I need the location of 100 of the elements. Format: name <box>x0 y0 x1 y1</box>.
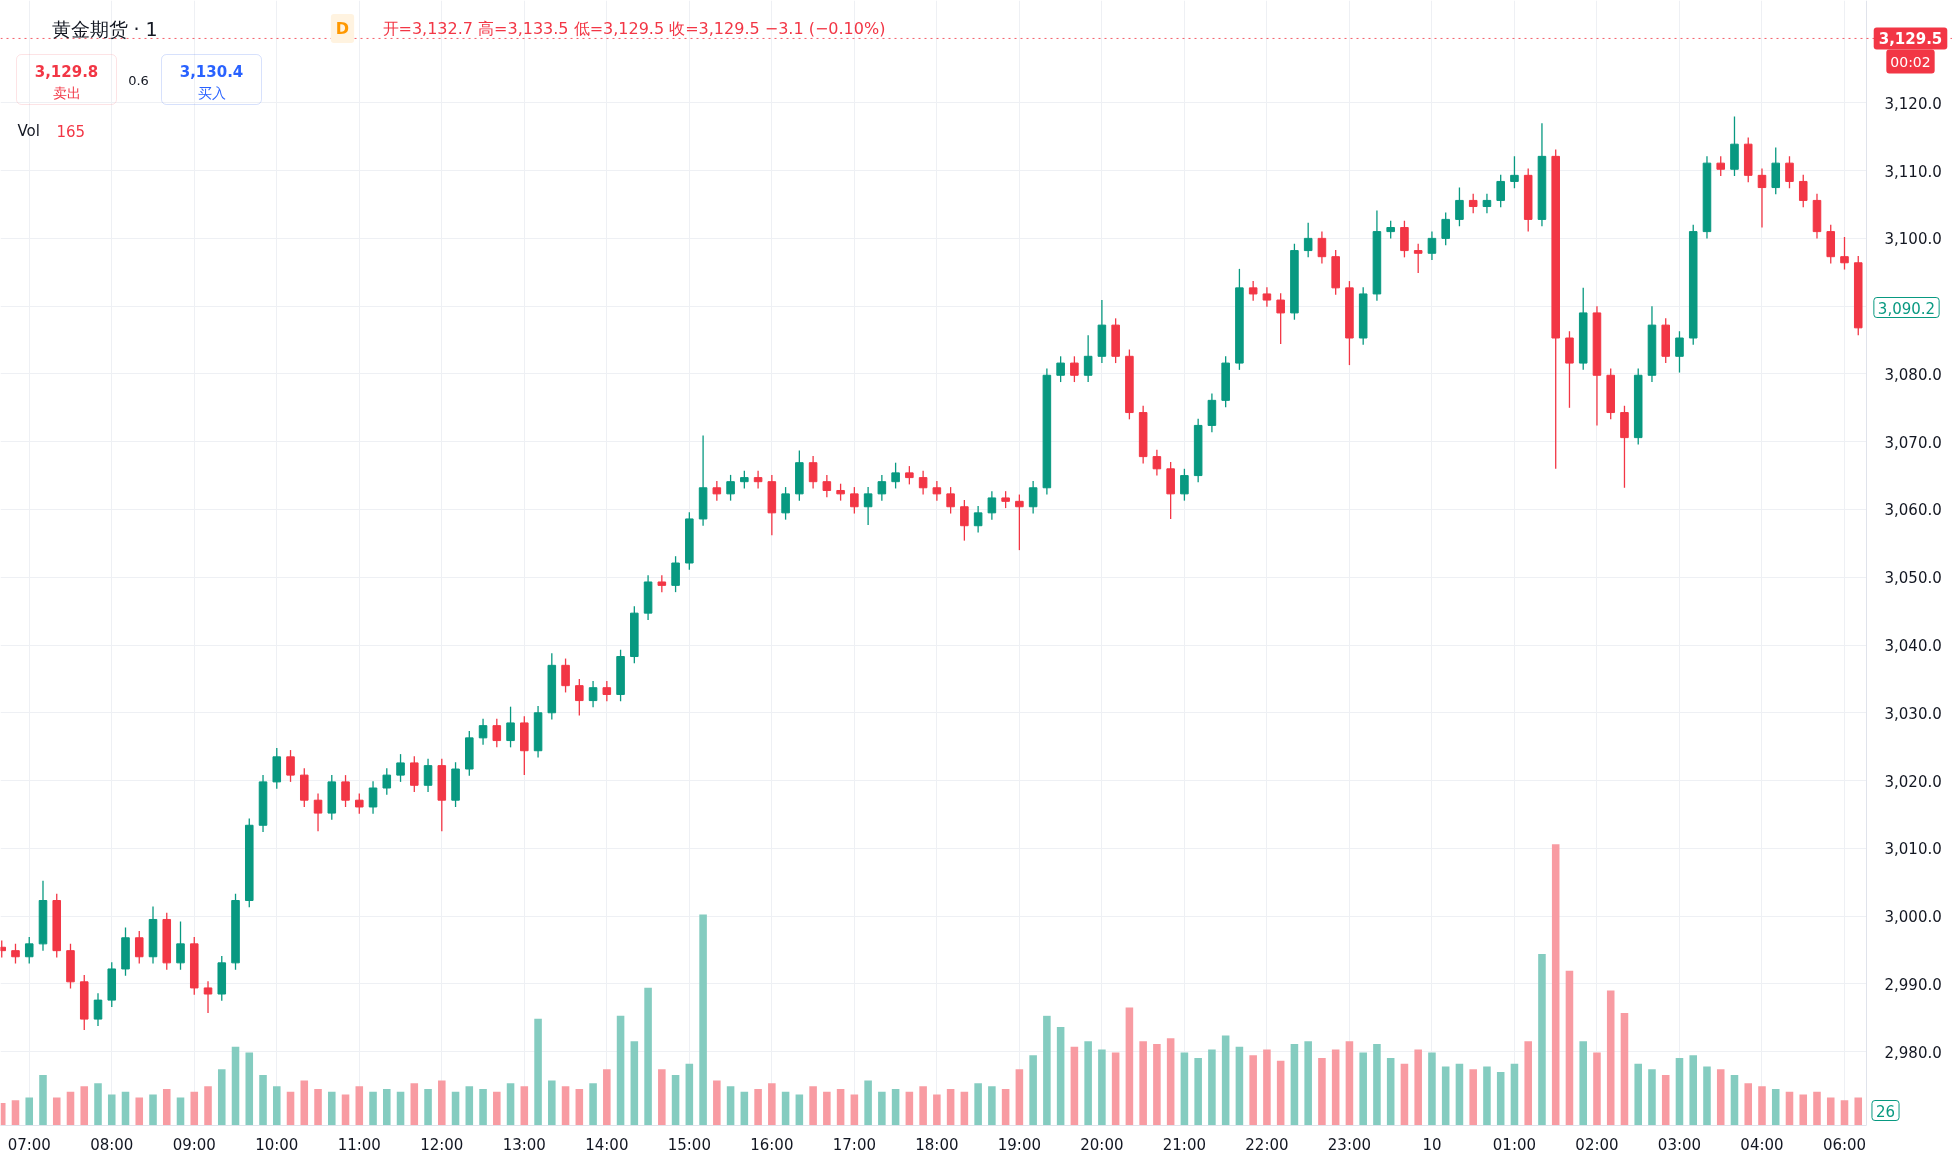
candlestick <box>1400 220 1409 258</box>
bar <box>25 1097 34 1126</box>
bar <box>1854 1097 1863 1126</box>
bar <box>135 1097 144 1126</box>
bar <box>795 1094 804 1126</box>
bar <box>946 1088 955 1126</box>
bar <box>396 1091 405 1126</box>
bar <box>1098 1049 1106 1126</box>
candlestick <box>932 480 942 502</box>
candlestick <box>24 936 34 965</box>
bar <box>1524 1041 1532 1126</box>
bar <box>933 1094 941 1126</box>
text: 26 <box>1875 1102 1896 1121</box>
bar <box>1043 1015 1051 1126</box>
candlestick <box>712 480 722 502</box>
text: 黄金期货 · 1 <box>51 17 158 40</box>
ref-line-label: 3,129.5 <box>1878 30 1943 49</box>
bar <box>1180 1052 1189 1126</box>
bar <box>1510 1063 1519 1126</box>
bar <box>1675 1058 1684 1126</box>
bar <box>1579 1041 1587 1126</box>
bar <box>1606 990 1615 1126</box>
bar <box>149 1094 157 1126</box>
bar <box>960 1091 969 1126</box>
bar <box>176 1097 185 1126</box>
bar <box>1648 1069 1656 1126</box>
bar <box>988 1086 996 1126</box>
x-tick-label: 04:00 <box>1740 1135 1784 1154</box>
bar <box>520 1086 529 1126</box>
candlestick <box>1248 280 1258 302</box>
bar <box>644 987 652 1126</box>
bar <box>314 1088 322 1126</box>
y-tick-label: 3,030.0 <box>1884 704 1942 723</box>
candlestick <box>1482 193 1492 214</box>
bar <box>809 1086 817 1126</box>
bar <box>1166 1038 1175 1126</box>
bar <box>685 1063 694 1126</box>
bar <box>1373 1043 1381 1126</box>
bar <box>107 1094 116 1126</box>
annotation: 买入 <box>197 84 226 101</box>
x-tick-label: 09:00 <box>172 1135 216 1154</box>
bar <box>616 1015 625 1126</box>
bar <box>1084 1041 1092 1126</box>
bar <box>1208 1049 1216 1126</box>
candlestick <box>396 753 405 783</box>
candlestick <box>918 470 928 496</box>
candlestick <box>341 774 350 808</box>
bar <box>438 1080 446 1126</box>
y-tick-label: 3,100.0 <box>1884 230 1942 249</box>
candlestick <box>905 465 914 486</box>
annotation: 3,129.8 <box>34 62 99 81</box>
candlestick <box>671 555 680 593</box>
bar <box>1290 1043 1299 1126</box>
bar <box>121 1091 130 1126</box>
bar <box>919 1086 927 1126</box>
bar <box>1565 970 1574 1126</box>
bar <box>1304 1041 1312 1126</box>
bar <box>286 1091 295 1126</box>
x-tick-label: 17:00 <box>832 1135 876 1154</box>
bar <box>1744 1083 1753 1126</box>
x-tick-label: 22:00 <box>1245 1135 1289 1154</box>
candlestick <box>891 462 900 490</box>
bar <box>1689 1055 1698 1126</box>
text: 3,090.2 <box>1877 299 1936 318</box>
bar <box>80 1086 89 1126</box>
candlestick <box>410 755 419 793</box>
y-tick-label: 3,000.0 <box>1884 908 1942 927</box>
annotation: 卖出 <box>52 84 81 101</box>
candlestick <box>1441 211 1450 246</box>
annotation: D <box>335 19 350 38</box>
bar <box>1634 1063 1642 1126</box>
bar <box>1455 1063 1464 1126</box>
bar <box>1716 1069 1725 1126</box>
bar <box>1400 1063 1409 1126</box>
x-tick-label: 20:00 <box>1080 1135 1124 1154</box>
bar <box>162 1088 171 1126</box>
bar <box>905 1091 914 1126</box>
bar <box>754 1088 762 1126</box>
annotation: 0.6 <box>128 73 149 88</box>
bar <box>1276 1060 1285 1126</box>
bar <box>341 1094 350 1126</box>
bar <box>328 1091 336 1126</box>
x-tick-label: 19:00 <box>997 1135 1041 1154</box>
candlestick <box>492 718 502 748</box>
bar <box>217 1069 226 1126</box>
bar <box>1318 1058 1326 1126</box>
y-tick-label: 3,050.0 <box>1884 569 1942 588</box>
y-tick-label: 3,070.0 <box>1884 433 1942 452</box>
bar <box>1249 1055 1257 1126</box>
candlestick <box>753 470 763 490</box>
candlestick <box>506 706 515 748</box>
candlestick <box>781 486 790 521</box>
candlestick <box>808 455 818 490</box>
bar <box>658 1069 666 1126</box>
candlestick <box>1262 286 1272 308</box>
candlestick <box>368 780 378 815</box>
candlestick <box>602 680 612 702</box>
bar <box>506 1083 515 1126</box>
bar <box>300 1080 309 1126</box>
candlestick <box>1427 230 1437 261</box>
